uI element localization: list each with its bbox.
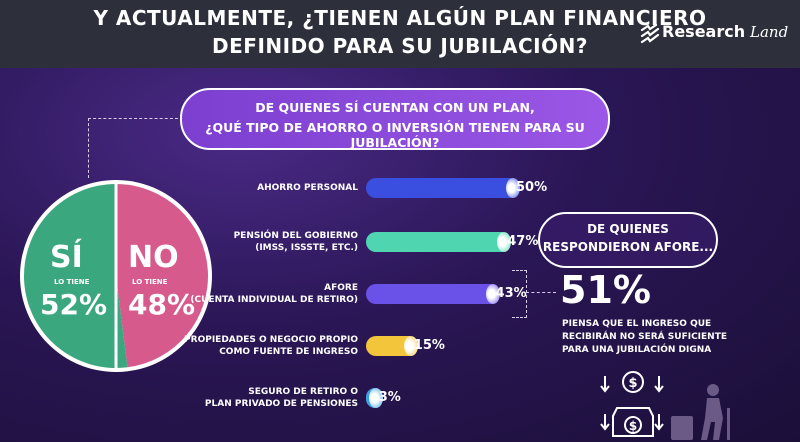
bar-track bbox=[366, 232, 512, 252]
bar-track bbox=[366, 284, 500, 304]
bar-category-label: PROPIEDADES O NEGOCIO PROPIO COMO FUENTE … bbox=[158, 334, 358, 358]
connector-line bbox=[512, 270, 527, 318]
bar-end-cap bbox=[368, 388, 383, 408]
connector-line bbox=[526, 292, 556, 293]
question-banner: DE QUIENES SÍ CUENTAN CON UN PLAN, ¿QUÉ … bbox=[180, 88, 610, 150]
bar bbox=[366, 232, 504, 252]
afore-callout-line2: RESPONDIERON AFORE... bbox=[542, 240, 714, 254]
bar-value-label: 43% bbox=[495, 286, 527, 301]
question-line2: ¿QUÉ TIPO DE AHORRO O INVERSIÓN TIENEN P… bbox=[205, 120, 585, 150]
pie-slice-yes bbox=[24, 184, 128, 368]
bar-category-label-line: AHORRO PERSONAL bbox=[257, 183, 358, 193]
bar-category-label-line: AFORE bbox=[324, 283, 358, 293]
bar-track bbox=[366, 336, 418, 356]
bar-track bbox=[366, 388, 383, 408]
bar-category-label-line: COMO FUENTE DE INGRESO bbox=[219, 347, 358, 357]
bar-category-label-line: SEGURO DE RETIRO O bbox=[248, 387, 358, 397]
pie-chart: SÍ LO TIENE 52% NO LO TIENE 48% bbox=[18, 178, 214, 374]
bar-category-label: PENSIÓN DEL GOBIERNO (IMSS, ISSSTE, ETC.) bbox=[158, 230, 358, 254]
bar-category-label-line: (CUENTA INDIVIDUAL DE RETIRO) bbox=[190, 295, 358, 305]
bar-value-label: 50% bbox=[516, 180, 548, 195]
page-title-line2: DEFINIDO PARA SU JUBILACIÓN? bbox=[212, 34, 588, 58]
afore-description: PIENSA QUE EL INGRESO QUE RECIBIRÁN NO S… bbox=[562, 319, 727, 355]
bar-end-cap bbox=[497, 232, 512, 252]
afore-callout: DE QUIENES RESPONDIERON AFORE... bbox=[538, 212, 718, 268]
bar bbox=[366, 178, 512, 198]
afore-percent: 51% bbox=[560, 268, 651, 312]
bar-value-label: 15% bbox=[413, 338, 445, 353]
question-line1: DE QUIENES SÍ CUENTAN CON UN PLAN, bbox=[255, 100, 535, 115]
bar bbox=[366, 336, 410, 356]
bar-category-label: AFORE (CUENTA INDIVIDUAL DE RETIRO) bbox=[158, 282, 358, 306]
money-bag-elderly-icon: $ $ bbox=[600, 371, 730, 440]
bar bbox=[366, 284, 492, 304]
connector-line bbox=[88, 118, 178, 119]
bar-category-label: AHORRO PERSONAL bbox=[158, 182, 358, 194]
pie-yes-word: SÍ bbox=[50, 240, 83, 275]
pie-yes-sublabel: LO TIENE bbox=[54, 278, 90, 286]
logo-mark-icon bbox=[640, 24, 660, 44]
bar-category-label-line: PENSIÓN DEL GOBIERNO bbox=[233, 231, 358, 241]
bar-category-label-line: (IMSS, ISSSTE, ETC.) bbox=[255, 243, 358, 253]
pie-no-sublabel: LO TIENE bbox=[132, 278, 168, 286]
pie-slice-no bbox=[116, 184, 209, 368]
bar-category-label-line: PROPIEDADES O NEGOCIO PROPIO bbox=[184, 335, 358, 345]
pie-no-word: NO bbox=[128, 240, 179, 275]
logo-wordmark: Research bbox=[662, 22, 746, 41]
bar-value-label: 47% bbox=[507, 234, 539, 249]
connector-line bbox=[88, 118, 89, 178]
header-bar: Y ACTUALMENTE, ¿TIENEN ALGÚN PLAN FINANC… bbox=[0, 0, 800, 68]
bar-end-cap bbox=[506, 178, 520, 198]
bar-track bbox=[366, 178, 520, 198]
svg-text:$: $ bbox=[628, 376, 637, 391]
bar-end-cap bbox=[485, 284, 500, 304]
bar-category-label-line: PLAN PRIVADO DE PENSIONES bbox=[204, 399, 358, 409]
svg-text:$: $ bbox=[629, 419, 637, 433]
page-title-line1: Y ACTUALMENTE, ¿TIENEN ALGÚN PLAN FINANC… bbox=[93, 6, 707, 30]
pie-yes-percent: 52% bbox=[40, 288, 108, 321]
brand-logo: Research Land bbox=[640, 20, 800, 50]
bar-value-label: 3% bbox=[378, 390, 401, 405]
afore-callout-line1: DE QUIENES bbox=[587, 222, 669, 236]
bar-category-label: SEGURO DE RETIRO O PLAN PRIVADO DE PENSIO… bbox=[158, 386, 358, 410]
bar-end-cap bbox=[403, 336, 418, 356]
logo-wordmark-script: Land bbox=[750, 23, 789, 41]
pie-no-percent: 48% bbox=[128, 288, 196, 321]
